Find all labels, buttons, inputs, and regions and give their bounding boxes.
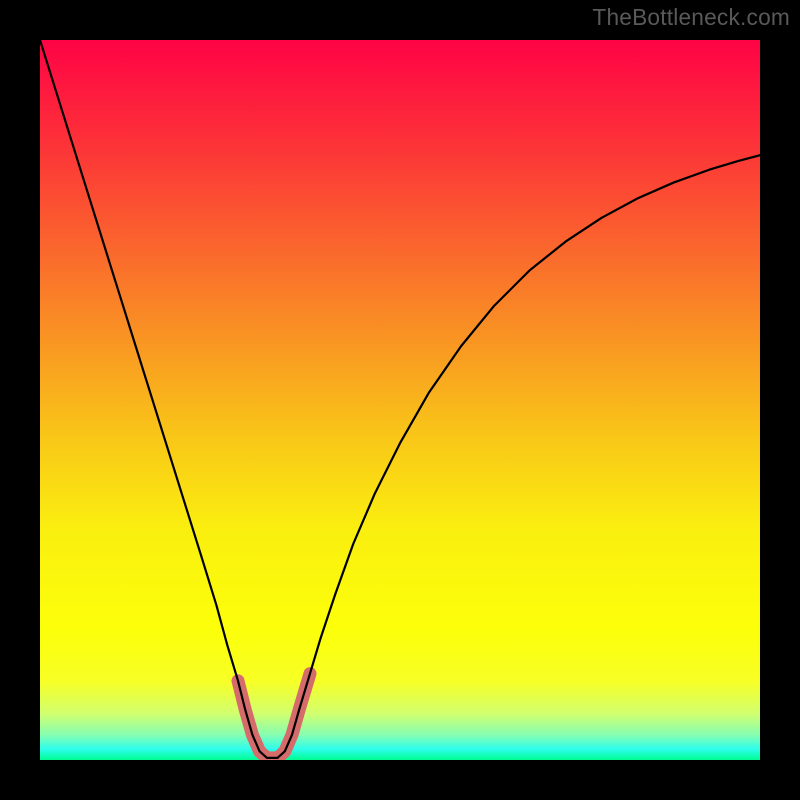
watermark-text: TheBottleneck.com <box>592 4 790 31</box>
bottleneck-chart <box>40 40 760 760</box>
chart-svg <box>40 40 760 760</box>
chart-background <box>40 40 760 760</box>
